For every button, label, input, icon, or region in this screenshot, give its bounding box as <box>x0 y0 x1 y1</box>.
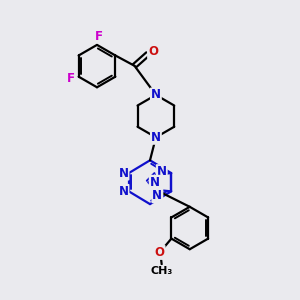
Text: F: F <box>66 72 74 85</box>
Text: O: O <box>154 246 165 259</box>
Text: N: N <box>150 176 160 189</box>
Text: CH₃: CH₃ <box>151 266 173 276</box>
Text: F: F <box>94 29 103 43</box>
Text: O: O <box>148 45 158 58</box>
Text: N: N <box>157 165 167 178</box>
Text: N: N <box>118 167 128 180</box>
Text: N: N <box>151 131 161 144</box>
Text: N: N <box>152 189 162 202</box>
Text: N: N <box>151 88 161 101</box>
Text: N: N <box>118 185 128 198</box>
